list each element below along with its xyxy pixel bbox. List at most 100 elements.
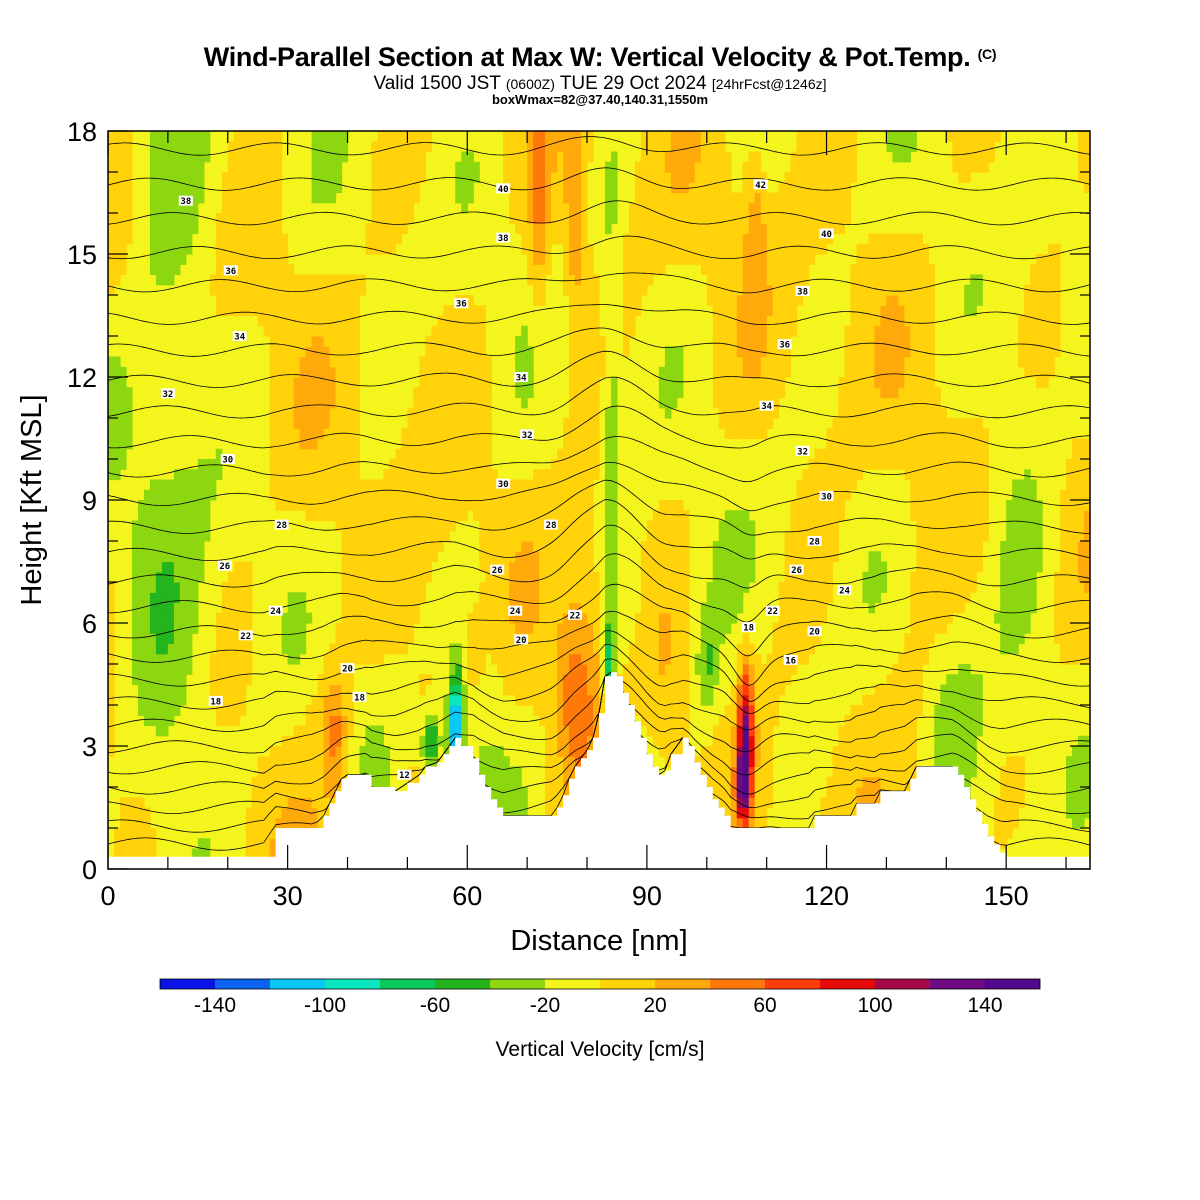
isentrope-label-box [496, 232, 511, 243]
colorbar-swatch [600, 979, 656, 989]
forecast-info: [24hrFcst@1246z] [711, 76, 827, 92]
isentrope-line [108, 304, 1090, 325]
isentrope-line [108, 658, 1090, 732]
isentrope-label-box [340, 663, 355, 674]
isentrope-line [108, 105, 1090, 120]
isentrope-labels: 38 36 34 32 30 28 26 24 22 18 20 18 12 40 38 36 34 32 30 28… [160, 179, 852, 781]
isentrope-label: 40 [498, 185, 509, 195]
isentrope-label-box [490, 564, 505, 575]
isentrope-label-box [795, 285, 810, 296]
isentrope-label: 24 [839, 587, 850, 597]
colorbar-swatch [710, 979, 766, 989]
isentrope-label-box [514, 372, 529, 382]
isentrope-line [108, 583, 1090, 657]
isentrope-line [108, 499, 1090, 561]
isentrope-line [108, 479, 1090, 536]
isentrope-line [108, 0, 1090, 8]
x-tick-label: 60 [452, 881, 482, 911]
colorbar-swatch [545, 979, 601, 989]
isentrope-label: 34 [761, 402, 772, 412]
isentrope-label-box [208, 695, 223, 706]
isentrope-label-box [217, 560, 232, 571]
isentrope-label-box [795, 445, 810, 456]
colorbar-swatch [655, 979, 711, 989]
terrain [108, 672, 1090, 869]
isentrope-label-box [397, 769, 412, 780]
isentrope-label: 30 [222, 456, 233, 466]
isentrope-label: 40 [821, 230, 832, 240]
colorbar-swatch [930, 979, 986, 989]
colorbar-tick-label: -20 [530, 994, 560, 1017]
isentrope-label: 22 [767, 607, 778, 617]
valid-time: Valid 1500 JST [373, 73, 501, 94]
isentrope-line [108, 610, 1090, 686]
isentrope-label: 32 [162, 390, 173, 400]
colorbar-swatch [270, 979, 326, 989]
isentrope-label-box [238, 630, 253, 641]
isentrope-label: 32 [522, 431, 533, 441]
isentrope-label-box [274, 519, 289, 530]
colorbar-swatch [985, 979, 1041, 989]
copyright-mark: (C) [977, 46, 997, 62]
isentrope-label: 24 [510, 607, 521, 617]
isentrope-line [108, 200, 1090, 226]
isentrope-label-box [508, 605, 523, 616]
y-tick-label: 0 [82, 855, 97, 885]
isentrope-line [108, 136, 1090, 156]
isentrope-label-box [807, 536, 822, 546]
y-tick-label: 18 [67, 117, 97, 147]
isentrope-line [108, 435, 1090, 483]
isentrope-label-box [454, 298, 469, 309]
x-tick-labels: 0 30 60 90 120 150 [100, 881, 1028, 911]
isentrope-line [108, 630, 1090, 702]
axis-ticks [107, 130, 1090, 870]
isentrope-line [108, 405, 1090, 449]
isentrope-line [108, 69, 1090, 83]
colorbar-swatch [160, 979, 216, 989]
y-axis-label: Height [Kft MSL] [16, 394, 48, 605]
isentrope-line [108, 350, 1090, 388]
isentrope-label-box [807, 626, 822, 637]
isentrope-label: 12 [399, 771, 410, 781]
isentrope-label-box [789, 564, 804, 575]
isentrope-label: 20 [809, 628, 820, 638]
colorbar-tick-label: -60 [420, 994, 450, 1017]
colorbar-swatch [875, 979, 931, 989]
isentrope-label: 30 [821, 492, 832, 502]
x-tick-label: 0 [100, 881, 115, 911]
isentrope-line [108, 327, 1090, 357]
valid-date: TUE 29 Oct 2024 [559, 73, 707, 94]
isentrope-line [108, 272, 1090, 294]
isentrope-label-box [223, 265, 238, 276]
isentrope-label: 38 [180, 197, 191, 207]
colorbar-swatch [435, 979, 491, 989]
isentrope-label: 34 [516, 374, 527, 384]
isentrope-line [108, 167, 1090, 191]
isentrope-label: 36 [225, 267, 236, 277]
colorbar-tick-label: 140 [967, 994, 1002, 1017]
isentrope-label-box [520, 429, 535, 440]
isentrope-label-box [268, 605, 283, 616]
chart-title: Wind-Parallel Section at Max W: Vertical… [0, 42, 1200, 73]
isentrope-label: 34 [234, 333, 245, 343]
x-tick-label: 90 [632, 881, 662, 911]
x-tick-label: 120 [804, 881, 849, 911]
isentrope-label-box [783, 654, 798, 665]
isentrope-label-box [741, 622, 756, 633]
y-tick-labels: 0 3 6 9 12 15 18 [67, 117, 97, 885]
isentrope-label: 22 [240, 632, 251, 642]
y-tick-label: 3 [82, 732, 97, 762]
colorbar-swatch [215, 979, 271, 989]
colorbar-swatch [380, 979, 436, 989]
box-wmax-line: boxWmax=82@37.40,140.31,1550m [491, 92, 709, 107]
isentrope-label: 22 [570, 611, 581, 621]
colorbar-tick-label: 60 [753, 994, 776, 1017]
y-tick-label: 9 [82, 486, 97, 516]
isentrope-label-box [568, 609, 583, 620]
isentrope-label: 16 [785, 656, 796, 666]
isentrope-label-box [352, 691, 367, 702]
isentrope-label-box [819, 228, 834, 239]
isentrope-label: 28 [276, 521, 287, 531]
isentrope-label: 42 [755, 181, 766, 191]
x-tick-label: 150 [984, 881, 1029, 911]
